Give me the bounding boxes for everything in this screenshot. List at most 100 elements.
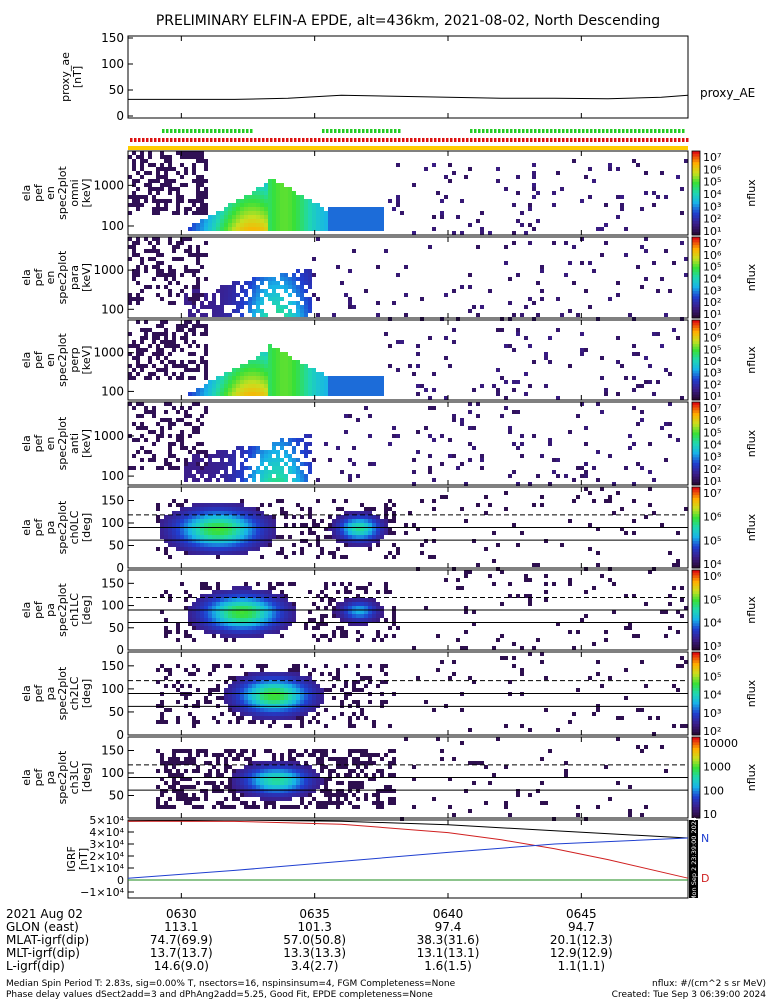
flag-green: [566, 129, 569, 133]
pitch-cell: [348, 773, 352, 777]
pitch-cell: [304, 749, 308, 753]
spectro-cell: [180, 273, 184, 277]
colorbar-tick-label: 10³: [703, 707, 721, 720]
pitch-cell: [164, 515, 168, 519]
pitch-cell: [684, 507, 688, 511]
pitch-cell: [204, 523, 208, 527]
spectro-cell: [176, 364, 180, 368]
pitch-cell: [624, 696, 628, 700]
spectro-cell: [252, 313, 256, 317]
pitch-cell: [596, 527, 600, 531]
colorbar-segment: [692, 766, 700, 770]
pitch-cell: [272, 594, 276, 598]
colorbar-segment: [692, 524, 700, 528]
spectro-cell: [132, 179, 136, 183]
colorbar-segment: [692, 280, 700, 284]
pitch-cell: [360, 586, 364, 590]
pitch-cell: [288, 708, 292, 712]
spectro-cell: [324, 392, 328, 396]
pitch-cell: [336, 793, 340, 797]
spectro-cell: [128, 352, 132, 356]
spectro-cell: [660, 426, 664, 430]
pitch-cell: [172, 765, 176, 769]
pitch-cell: [268, 535, 272, 539]
spectro-cell: [268, 227, 272, 231]
pitch-cell: [300, 712, 304, 716]
pitch-cell: [344, 696, 348, 700]
pitch-cell: [540, 503, 544, 507]
spectro-cell: [188, 450, 192, 454]
spectro-cell: [300, 376, 304, 380]
pitch-cell: [212, 610, 216, 614]
spectro-cell: [580, 199, 584, 203]
spectro-cell: [288, 293, 292, 297]
pitch-cell: [280, 672, 284, 676]
spectro-cell: [372, 215, 376, 219]
pitch-cell: [640, 660, 644, 664]
spectro-cell: [340, 219, 344, 223]
pitch-ylabel-line: pef: [32, 600, 45, 619]
spectro-cell: [248, 466, 252, 470]
spectro-cell: [352, 215, 356, 219]
spectro-cell: [548, 360, 552, 364]
spectro-cell: [164, 203, 168, 207]
spectro-cell: [216, 380, 220, 384]
pitch-cell: [356, 539, 360, 543]
pitch-cell: [192, 539, 196, 543]
colorbar-segment: [692, 500, 700, 504]
pitch-cell: [296, 793, 300, 797]
colorbar-segment: [692, 591, 700, 595]
spectro-cell: [572, 159, 576, 163]
spectro-cell: [516, 175, 520, 179]
spectro-cell: [156, 336, 160, 340]
colorbar-tick-label: 10³: [703, 451, 721, 464]
spectro-cell: [188, 245, 192, 249]
spectro-cell: [144, 159, 148, 163]
pitch-cell: [232, 630, 236, 634]
spectro-cell: [676, 336, 680, 340]
pitch-cell: [344, 511, 348, 515]
pitch-cell: [288, 769, 292, 773]
pitch-cell: [204, 503, 208, 507]
flag-green: [678, 129, 681, 133]
spectro-cell: [232, 227, 236, 231]
pitch-cell: [300, 781, 304, 785]
colorbar-segment: [692, 696, 700, 700]
spectro-cell: [336, 384, 340, 388]
spectro-cell: [128, 211, 132, 215]
pitch-cell: [324, 527, 328, 531]
pitch-cell: [284, 594, 288, 598]
pitch-cell: [448, 805, 452, 809]
spectro-cell: [280, 442, 284, 446]
spectro-cell: [168, 462, 172, 466]
spectro-cell: [300, 285, 304, 289]
colorbar-segment: [692, 718, 700, 722]
pitch-cell: [360, 708, 364, 712]
spectro-cell: [292, 376, 296, 380]
pitch-cell: [264, 696, 268, 700]
spectro-cell: [292, 211, 296, 215]
pitch-cell: [256, 547, 260, 551]
spectro-cell: [284, 207, 288, 211]
spectro-cell: [344, 376, 348, 380]
colorbar-segment: [692, 473, 700, 478]
pitch-cell: [220, 519, 224, 523]
spectro-cell: [216, 223, 220, 227]
pitch-cell: [220, 773, 224, 777]
spectro-cell: [376, 265, 380, 269]
pitch-cell: [312, 634, 316, 638]
spectro-cell: [536, 281, 540, 285]
spectro-cell: [320, 223, 324, 227]
spectro-cell: [196, 223, 200, 227]
spectro-cell: [180, 446, 184, 450]
spectro-cell: [304, 376, 308, 380]
spectro-cell: [204, 466, 208, 470]
pitch-cell: [348, 622, 352, 626]
pitch-cell: [380, 773, 384, 777]
flag-green: [198, 129, 201, 133]
pitch-cell: [252, 539, 256, 543]
pitch-cell: [224, 503, 228, 507]
flag-green: [178, 129, 181, 133]
spectro-cell: [288, 203, 292, 207]
